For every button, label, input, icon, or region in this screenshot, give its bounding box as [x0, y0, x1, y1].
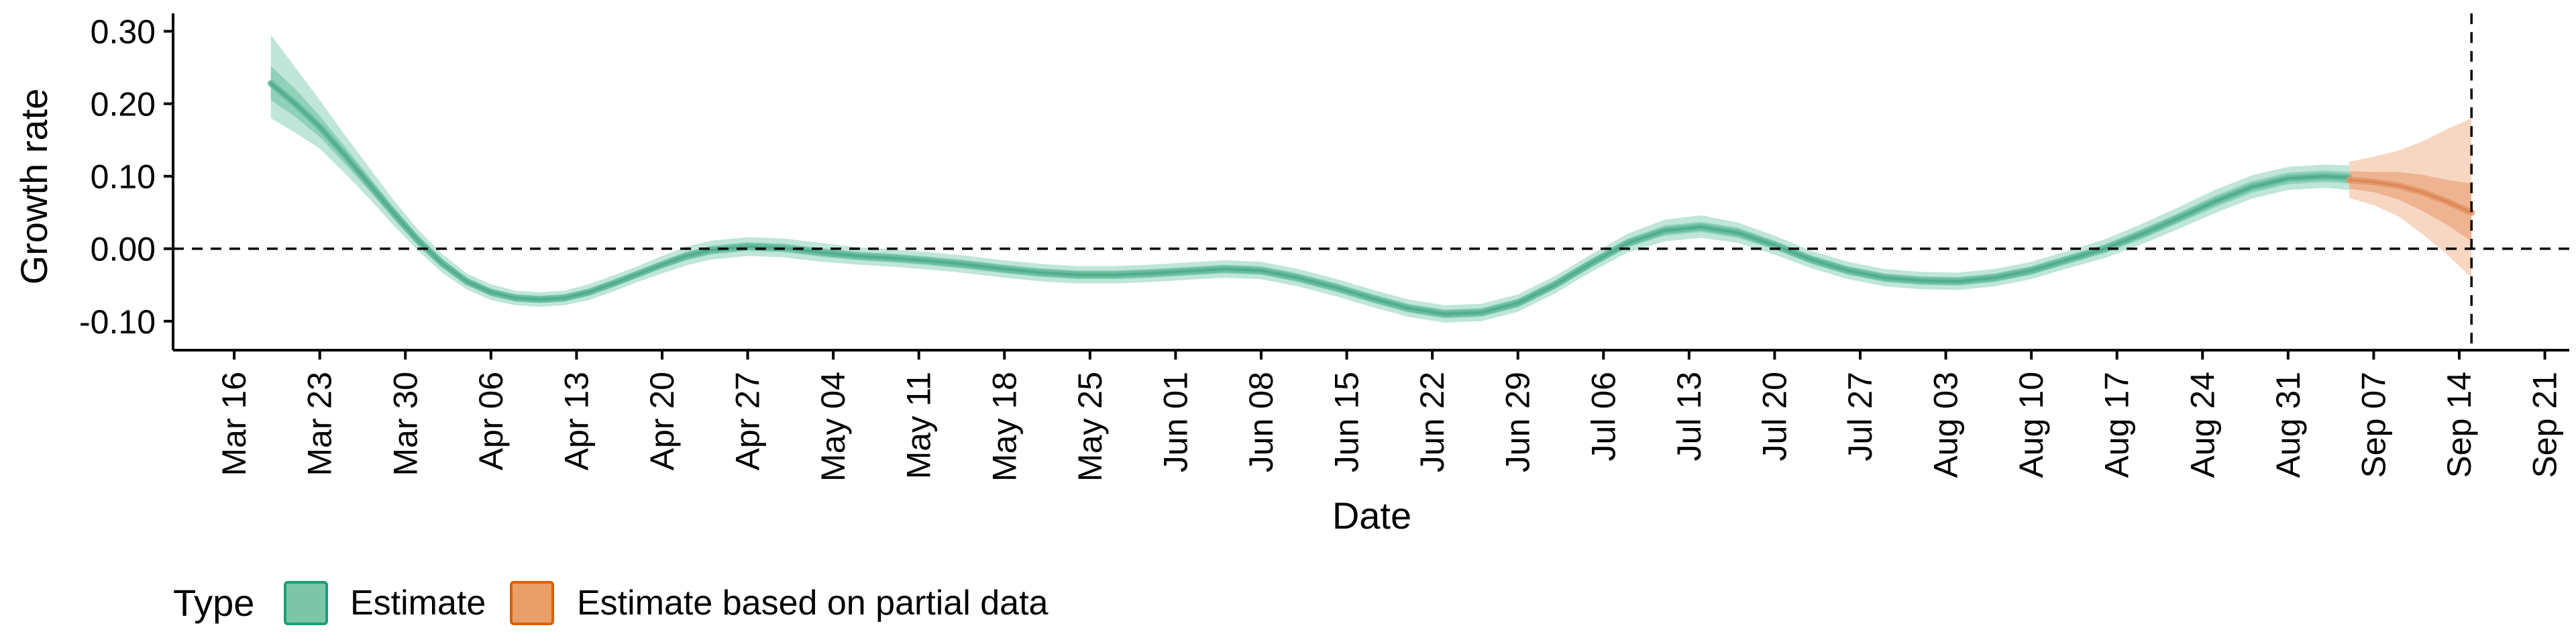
series-center-partial	[2348, 178, 2473, 214]
x-tick-label: Sep 21	[2526, 372, 2564, 478]
legend: Type Estimate Estimate based on partial …	[173, 581, 1049, 625]
x-tick-label: Apr 20	[643, 372, 681, 470]
x-axis-ticks: Mar 16 Mar 23 Mar 30 Apr 06 Apr 13 Apr 20 Apr …	[215, 350, 2564, 482]
x-tick-label: Jun 22	[1413, 372, 1451, 472]
series-line-estimate	[267, 80, 2353, 317]
legend-label-partial: Estimate based on partial data	[577, 584, 1049, 623]
x-tick-label: Mar 30	[386, 372, 424, 476]
legend-title: Type	[173, 582, 254, 624]
x-tick-label: Jul 20	[1756, 372, 1793, 461]
x-tick-label: Aug 24	[2184, 372, 2221, 478]
x-tick-label: Aug 03	[1927, 372, 1965, 478]
x-tick-label: Jun 15	[1328, 372, 1366, 472]
x-tick-label: May 11	[900, 372, 938, 479]
y-tick-label: 0.20	[91, 86, 156, 123]
y-axis-ticks: -0.10 0.00 0.10 0.20 0.30	[79, 13, 173, 341]
x-tick-label: Aug 10	[2012, 372, 2050, 478]
x-tick-label: Aug 31	[2269, 372, 2307, 478]
x-tick-label: Apr 06	[472, 372, 510, 470]
x-tick-label: Sep 14	[2440, 372, 2478, 478]
reference-lines	[173, 13, 2569, 350]
x-tick-label: Mar 16	[215, 372, 253, 476]
x-tick-label: Jul 27	[1841, 372, 1879, 461]
x-axis-title: Date	[1332, 494, 1411, 537]
y-tick-label: 0.30	[91, 13, 156, 51]
x-tick-label: Jun 29	[1499, 372, 1537, 472]
series-lines	[267, 80, 2475, 317]
band-50-partial	[2349, 171, 2472, 241]
x-tick-label: May 18	[985, 372, 1023, 482]
x-tick-label: Sep 07	[2355, 372, 2392, 478]
x-tick-label: Apr 13	[557, 372, 595, 470]
legend-label-estimate: Estimate	[350, 584, 486, 623]
y-tick-label: 0.10	[91, 158, 156, 196]
legend-swatch-partial	[510, 581, 554, 625]
x-tick-label: Jul 06	[1585, 372, 1622, 461]
y-tick-label: 0.00	[91, 231, 156, 268]
x-tick-label: Apr 27	[729, 372, 767, 470]
x-tick-label: Jun 01	[1157, 372, 1194, 472]
x-tick-label: May 04	[814, 372, 852, 482]
legend-swatch-estimate	[284, 581, 328, 625]
x-tick-label: May 25	[1071, 372, 1109, 482]
x-tick-label: Mar 23	[301, 372, 339, 476]
y-axis-title: Growth rate	[13, 89, 55, 285]
x-tick-label: Jun 08	[1242, 372, 1280, 472]
x-tick-label: Aug 17	[2098, 372, 2136, 478]
axes	[172, 13, 2569, 352]
y-tick-label: -0.10	[79, 303, 156, 341]
x-tick-label: Jul 13	[1670, 372, 1708, 461]
series-center-estimate	[269, 82, 2351, 315]
uncertainty-bands	[270, 35, 2472, 323]
